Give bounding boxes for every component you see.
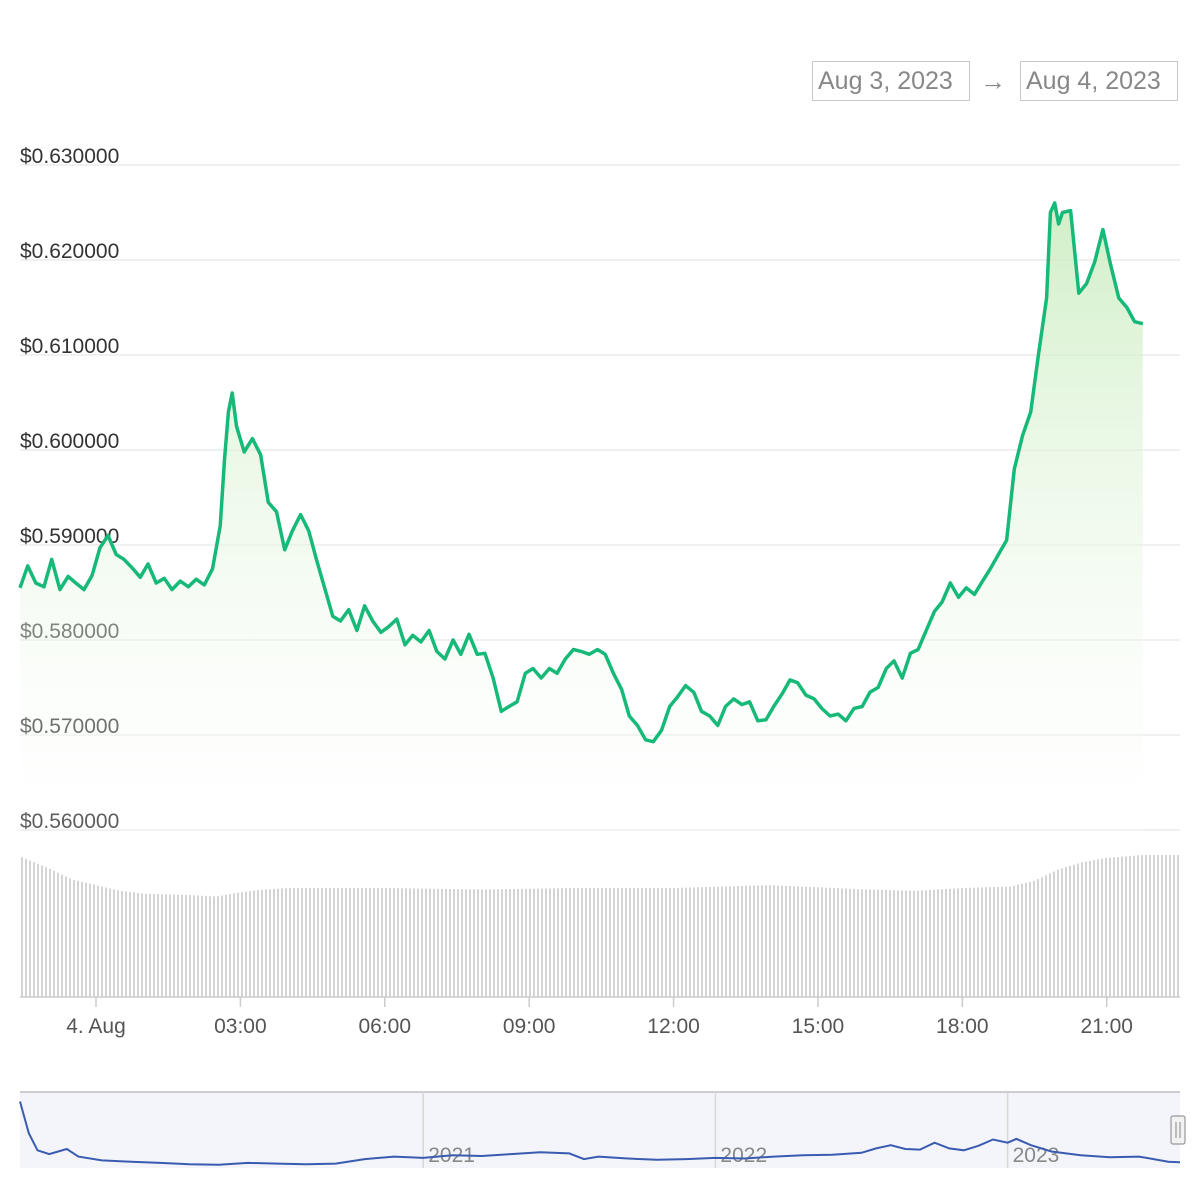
y-tick-label: $0.630000 xyxy=(20,145,119,168)
x-tick-label: 12:00 xyxy=(647,1015,700,1038)
x-tick-label: 21:00 xyxy=(1080,1015,1133,1038)
x-tick-label: 09:00 xyxy=(503,1015,556,1038)
price-area xyxy=(20,203,1143,830)
price-line[interactable] xyxy=(18,201,1144,744)
x-axis: 4. Aug 03:00 06:00 09:00 12:00 15:00 18:00 21:0… xyxy=(20,996,1180,1038)
navigator[interactable]: 2021 2022 2023 xyxy=(19,1091,1186,1168)
y-tick-label: $0.610000 xyxy=(20,335,119,358)
y-tick-label: $0.600000 xyxy=(20,430,119,453)
range-arrow: → xyxy=(980,66,1006,96)
navigator-handle[interactable] xyxy=(1170,1115,1186,1145)
x-tick-label: 15:00 xyxy=(792,1015,845,1038)
navigator-tick-label: 2022 xyxy=(720,1144,767,1167)
volume-bars xyxy=(21,855,1179,997)
x-tick-label: 06:00 xyxy=(358,1015,411,1038)
navigator-background xyxy=(20,1092,1180,1168)
x-tick-label: 03:00 xyxy=(214,1015,267,1038)
y-tick-label: $0.620000 xyxy=(20,240,119,263)
x-tick-label: 4. Aug xyxy=(66,1015,126,1038)
y-tick-label: $0.590000 xyxy=(20,525,119,548)
range-to-input[interactable]: Aug 4, 2023 xyxy=(1020,61,1178,101)
x-tick-label: 18:00 xyxy=(936,1015,989,1038)
range-from-input[interactable]: Aug 3, 2023 xyxy=(812,61,970,101)
navigator-line xyxy=(19,1101,1181,1166)
